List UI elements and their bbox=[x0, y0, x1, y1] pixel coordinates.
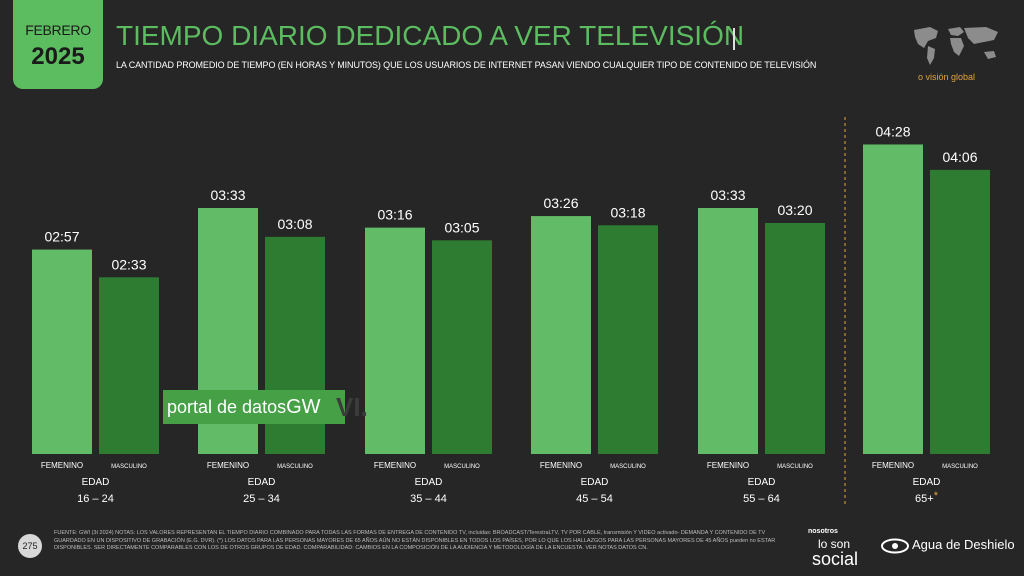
group-label: EDAD bbox=[415, 477, 443, 488]
bar-chart: 02:57 FEMENINO 02:33 MASCULINO EDAD 16 – 24 03… bbox=[32, 117, 990, 506]
bar-femenino-4 bbox=[698, 207, 758, 454]
page-title: TIEMPO DIARIO DEDICADO A VER TELEVISIÓN bbox=[116, 20, 745, 51]
world-map-icon bbox=[914, 27, 998, 65]
data-label: 03:08 bbox=[277, 216, 312, 232]
world-label: o visión global bbox=[918, 72, 976, 82]
series-label: MASCULINO bbox=[277, 464, 313, 470]
bar-masculino-0 bbox=[99, 277, 159, 454]
logo-agua-text: Agua de Deshielo bbox=[912, 537, 1015, 552]
logo-agua-de-deshielo: Agua de Deshielo bbox=[880, 537, 1015, 554]
bar-femenino-5 bbox=[863, 144, 923, 454]
data-label: 03:18 bbox=[610, 204, 645, 220]
bar-masculino-5 bbox=[930, 169, 990, 454]
series-label: FEMENINO bbox=[872, 461, 914, 470]
category-label: 35 – 44 bbox=[410, 493, 447, 505]
series-label: MASCULINO bbox=[111, 464, 147, 470]
agua-logo-icon bbox=[881, 538, 909, 554]
group-label: EDAD bbox=[248, 477, 276, 488]
source-note: FUENTE: GWI (3t 2024) NOTAS: LOS VALORES… bbox=[54, 530, 776, 551]
category-label: 65+* bbox=[915, 490, 939, 505]
series-label: MASCULINO bbox=[444, 464, 480, 470]
series-label: MASCULINO bbox=[777, 464, 813, 470]
series-label: MASCULINO bbox=[610, 464, 646, 470]
data-label: 03:33 bbox=[210, 187, 245, 203]
bar-femenino-2 bbox=[365, 227, 425, 454]
watermark-brand: GW bbox=[286, 396, 321, 418]
data-label: 03:16 bbox=[377, 207, 412, 223]
category-footnote-marker: * bbox=[934, 490, 939, 502]
series-label: FEMENINO bbox=[707, 461, 749, 470]
series-label: FEMENINO bbox=[207, 461, 249, 470]
watermark-ghost-mark: VI. bbox=[336, 392, 368, 422]
group-label: EDAD bbox=[748, 477, 776, 488]
title-divider bbox=[733, 28, 735, 50]
bar-masculino-4 bbox=[765, 223, 825, 454]
data-label: 03:33 bbox=[710, 187, 745, 203]
data-label: 04:28 bbox=[875, 123, 910, 139]
logo-nosotros: nosotros bbox=[808, 528, 838, 535]
group-label: EDAD bbox=[581, 477, 609, 488]
category-label: 55 – 64 bbox=[743, 493, 780, 505]
logo-social: social bbox=[812, 549, 859, 569]
data-label: 03:05 bbox=[444, 219, 479, 235]
series-label: FEMENINO bbox=[540, 461, 582, 470]
bar-femenino-3 bbox=[531, 216, 591, 454]
data-label: 03:26 bbox=[543, 195, 578, 211]
bar-masculino-2 bbox=[432, 240, 492, 454]
data-label: 03:20 bbox=[777, 202, 812, 218]
series-label: FEMENINO bbox=[374, 461, 416, 470]
group-label: EDAD bbox=[913, 477, 941, 488]
group-label: EDAD bbox=[82, 477, 110, 488]
category-label: 16 – 24 bbox=[77, 493, 114, 505]
series-label: MASCULINO bbox=[942, 464, 978, 470]
data-label: 02:57 bbox=[44, 229, 79, 245]
bar-femenino-0 bbox=[32, 249, 92, 454]
date-badge: FEBRERO 2025 bbox=[13, 0, 103, 89]
date-month: FEBRERO bbox=[25, 22, 91, 38]
bar-masculino-3 bbox=[598, 225, 658, 454]
data-label: 04:06 bbox=[942, 149, 977, 165]
series-label: FEMENINO bbox=[41, 461, 83, 470]
watermark: portal de datosGW bbox=[163, 390, 345, 424]
date-year: 2025 bbox=[31, 43, 85, 70]
category-label: 25 – 34 bbox=[243, 493, 280, 505]
logo-loson: lo son bbox=[818, 537, 851, 551]
data-label: 02:33 bbox=[111, 256, 146, 272]
category-label: 45 – 54 bbox=[576, 493, 613, 505]
watermark-text: portal de datos bbox=[167, 397, 287, 417]
page-number: 275 bbox=[18, 534, 42, 558]
page-subtitle: LA CANTIDAD PROMEDIO DE TIEMPO (EN HORAS… bbox=[116, 60, 817, 70]
